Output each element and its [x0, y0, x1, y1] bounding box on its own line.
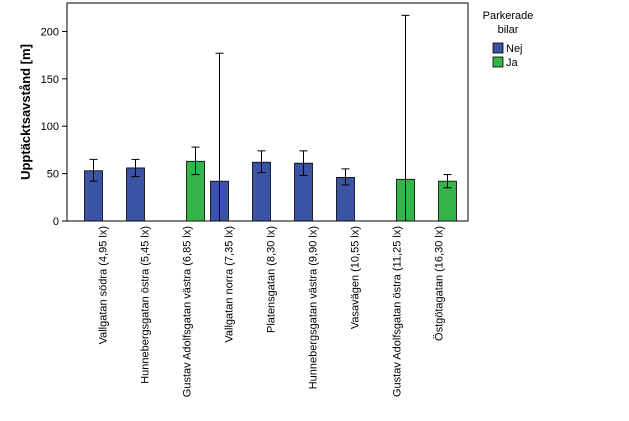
legend-title-line-2: bilar [498, 24, 519, 36]
y-tick-label-1: 50 [47, 169, 59, 181]
x-tick-label-0: Vallgatan södra (4,95 lx) [98, 226, 110, 344]
legend-swatch-nej [492, 42, 504, 54]
y-axis: 0 50 100 150 200 [41, 26, 67, 228]
x-tick-label-6: Vasavägen (10,55 lx) [350, 226, 362, 329]
y-tick-label-3: 150 [41, 74, 59, 86]
y-axis-label: Upptäcktsavstånd [m] [18, 44, 33, 180]
x-axis-tick-labels: Vallgatan södra (4,95 lx) Hunnebergsgatan… [98, 226, 446, 397]
legend-title-line-1: Parkerade [483, 10, 534, 22]
legend-label-nej: Nej [506, 43, 523, 55]
legend: Parkerade bilar Nej Ja [483, 10, 534, 69]
x-tick-label-2: Gustav Adolfsgatan västra (6,85 lx) [182, 226, 194, 397]
x-tick-label-3: Vallgatan norra (7,35 lx) [224, 226, 236, 343]
x-tick-label-8: Östgötagatan (16,30 lx) [434, 226, 446, 341]
x-tick-label-4: Platensgatan (8,30 lx) [266, 226, 278, 333]
legend-label-ja: Ja [506, 57, 519, 69]
bar-marks [84, 14, 457, 222]
legend-swatch-ja [492, 56, 504, 68]
x-tick-label-7: Gustav Adolfsgatan östra (11,25 lx) [392, 226, 404, 397]
x-tick-label-1: Hunnebergsgatan östra (5,45 lx) [140, 226, 152, 384]
y-tick-label-0: 0 [53, 216, 59, 228]
x-tick-label-5: Hunnebergsgatan västra (9,90 lx) [308, 226, 320, 389]
y-tick-label-4: 200 [41, 26, 59, 38]
y-tick-label-2: 100 [41, 121, 59, 133]
